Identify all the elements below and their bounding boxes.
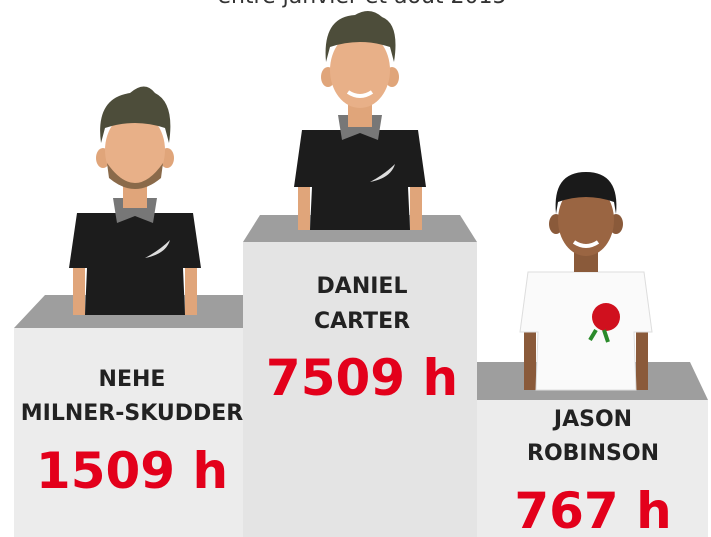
player-name: CARTER [314,309,410,334]
player-name: NEHE [99,367,166,392]
player-name: ROBINSON [527,441,659,466]
podium-block [14,328,243,537]
player-time: 7509 h [266,349,458,407]
player-time: 767 h [514,482,671,537]
player-figure [294,11,426,230]
player-name: DANIEL [317,274,408,299]
player-figure [520,172,652,390]
player-name: MILNER-SKUDDER [21,401,244,426]
player-time: 1509 h [36,442,228,500]
player-figure [69,87,201,316]
player-name: JASON [552,407,632,432]
subtitle: entre janvier et août 2015 [217,0,506,9]
infographic: entre janvier et août 2015 [0,0,711,537]
